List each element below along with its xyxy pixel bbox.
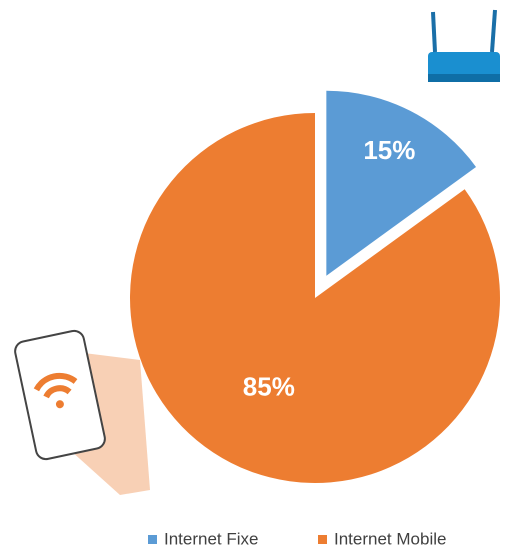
pie-slice xyxy=(326,90,477,276)
pie: 15% 85% xyxy=(129,90,500,483)
router-icon xyxy=(428,9,500,82)
legend-marker xyxy=(318,535,327,544)
legend: Internet Fixe Internet Mobile xyxy=(148,529,446,548)
legend-marker xyxy=(148,535,157,544)
slice-label: 15% xyxy=(363,135,415,165)
pie-slice xyxy=(129,113,500,483)
legend-label: Internet Fixe xyxy=(164,529,259,548)
phone-icon xyxy=(14,329,150,495)
slice-label: 85% xyxy=(243,372,295,402)
legend-label: Internet Mobile xyxy=(334,529,446,548)
